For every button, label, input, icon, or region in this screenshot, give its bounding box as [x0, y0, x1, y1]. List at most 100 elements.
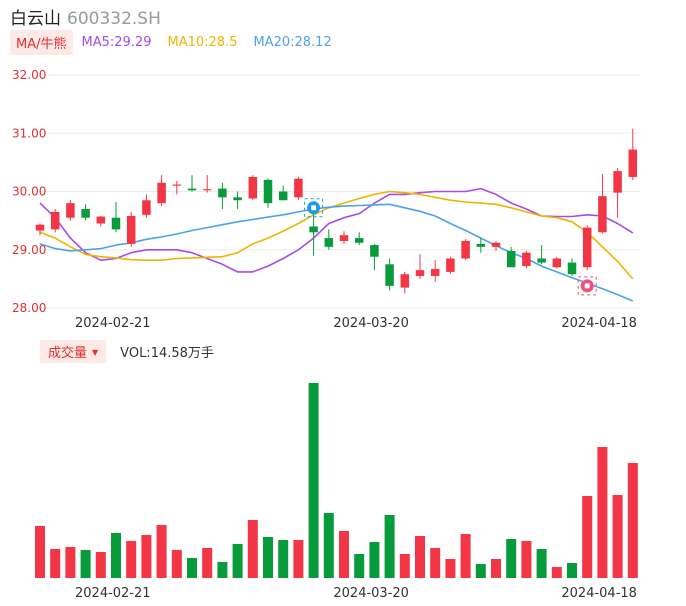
volume-bar[interactable]	[217, 562, 228, 578]
candlestick[interactable]	[50, 208, 60, 233]
candlestick[interactable]	[522, 250, 531, 269]
candlestick[interactable]	[537, 245, 546, 265]
candlestick[interactable]	[96, 215, 106, 227]
candlestick[interactable]	[430, 260, 440, 282]
volume-bar[interactable]	[65, 547, 76, 578]
volume-bar[interactable]	[521, 541, 532, 578]
volume-bar[interactable]	[323, 513, 334, 578]
volume-bar[interactable]	[80, 550, 91, 578]
candlestick[interactable]	[400, 271, 410, 294]
candlestick[interactable]	[385, 258, 394, 291]
candlestick[interactable]	[324, 229, 334, 250]
candlestick[interactable]	[66, 200, 75, 221]
volume-bar[interactable]	[354, 554, 365, 578]
candlestick[interactable]	[187, 175, 197, 192]
candlestick-series	[35, 128, 638, 294]
candlestick[interactable]	[309, 211, 318, 256]
volume-bar[interactable]	[247, 520, 258, 578]
pink-event-marker-icon[interactable]	[577, 276, 597, 296]
candlestick[interactable]	[126, 211, 136, 247]
stock-header: 白云山 600332.SH	[10, 4, 161, 29]
volume-bar[interactable]	[627, 463, 638, 578]
candlestick[interactable]	[613, 168, 622, 218]
volume-bar[interactable]	[35, 526, 45, 578]
volume-bar[interactable]	[141, 535, 152, 578]
volume-bar[interactable]	[460, 534, 471, 578]
volume-x-axis: 2024-02-21 2024-03-20 2024-04-18	[75, 586, 637, 601]
candlestick[interactable]	[354, 232, 364, 246]
candlestick[interactable]	[476, 238, 486, 253]
candlestick[interactable]	[263, 178, 273, 208]
candlestick[interactable]	[446, 256, 455, 275]
candle-body	[309, 226, 318, 233]
volume-bar[interactable]	[308, 383, 319, 578]
volume-bar[interactable]	[415, 536, 425, 578]
volume-bar[interactable]	[50, 549, 61, 578]
candlestick[interactable]	[370, 243, 379, 271]
volume-bar[interactable]	[582, 496, 593, 578]
volume-bar[interactable]	[430, 548, 441, 578]
volume-bar[interactable]	[156, 525, 167, 578]
volume-bar[interactable]	[597, 447, 608, 578]
volume-bar[interactable]	[491, 559, 501, 578]
volume-bar[interactable]	[369, 542, 380, 578]
candlestick[interactable]	[157, 175, 166, 207]
candlestick[interactable]	[628, 128, 638, 180]
candlestick[interactable]	[598, 174, 607, 234]
candlestick[interactable]	[567, 258, 577, 276]
volume-bar[interactable]	[445, 559, 456, 578]
ma-indicator-selector[interactable]: MA/牛熊	[10, 29, 73, 55]
candlestick[interactable]	[339, 231, 349, 244]
volume-bar[interactable]	[567, 563, 577, 578]
volume-bar-series	[35, 383, 638, 578]
candlestick[interactable]	[233, 191, 242, 209]
volume-bar[interactable]	[475, 564, 486, 578]
candlestick[interactable]	[415, 254, 425, 279]
volume-bar[interactable]	[384, 515, 395, 578]
candlestick[interactable]	[202, 175, 212, 193]
candlestick[interactable]	[506, 246, 516, 268]
volume-bar[interactable]	[187, 558, 197, 578]
candle-body	[613, 171, 622, 193]
volume-bar[interactable]	[506, 539, 517, 578]
candlestick[interactable]	[278, 185, 288, 201]
volume-bar[interactable]	[263, 537, 273, 578]
volume-bar[interactable]	[202, 548, 213, 578]
candlestick[interactable]	[491, 241, 501, 251]
volume-x-tick-label: 2024-04-18	[561, 586, 637, 601]
candle-body	[233, 197, 242, 201]
candlestick[interactable]	[81, 204, 90, 221]
volume-bar[interactable]	[232, 544, 243, 578]
volume-bar[interactable]	[171, 550, 182, 578]
volume-bar[interactable]	[126, 541, 137, 578]
candle-body	[172, 184, 182, 186]
volume-bar[interactable]	[551, 567, 562, 578]
price-y-tick-label: 32.00	[12, 68, 46, 82]
price-y-tick-label: 29.00	[12, 243, 46, 257]
candlestick[interactable]	[142, 194, 151, 218]
candlestick[interactable]	[218, 182, 227, 209]
candlestick[interactable]	[172, 181, 182, 195]
stock-code: 600332.SH	[67, 9, 161, 29]
candlestick[interactable]	[294, 176, 303, 201]
volume-bar[interactable]	[95, 552, 106, 578]
volume-bar[interactable]	[339, 531, 349, 578]
volume-bar[interactable]	[536, 549, 547, 578]
volume-legend: 成交量 ▼ VOL:14.58万手	[40, 339, 214, 363]
candlestick[interactable]	[248, 175, 258, 201]
candlestick[interactable]	[582, 225, 592, 271]
candlestick[interactable]	[35, 223, 45, 236]
candlestick[interactable]	[461, 239, 470, 261]
candlestick[interactable]	[552, 256, 562, 269]
volume-bar[interactable]	[399, 554, 410, 578]
candle-body	[354, 238, 364, 243]
blue-event-marker-icon[interactable]	[304, 198, 324, 218]
ma10-line	[39, 190, 634, 280]
volume-bar[interactable]	[111, 533, 121, 578]
volume-bar[interactable]	[293, 540, 304, 578]
candlestick[interactable]	[111, 201, 121, 233]
volume-bar[interactable]	[612, 495, 623, 578]
volume-bar[interactable]	[278, 540, 289, 578]
volume-indicator-selector[interactable]: 成交量 ▼	[40, 339, 107, 363]
